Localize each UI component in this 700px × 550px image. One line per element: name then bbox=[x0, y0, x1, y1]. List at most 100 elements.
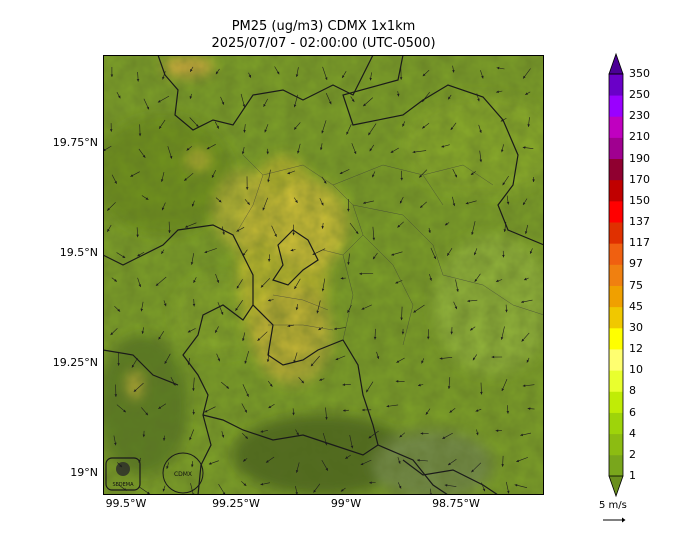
wind-vector-head bbox=[138, 133, 142, 137]
wind-vector-head bbox=[287, 324, 291, 328]
wind-vector-head bbox=[524, 277, 527, 281]
wind-vector-head bbox=[335, 357, 339, 361]
wind-vector-head bbox=[130, 174, 134, 177]
colorbar-tick-label: 210 bbox=[629, 130, 650, 144]
wind-vector-head bbox=[109, 129, 113, 132]
wind-vector-head bbox=[450, 331, 453, 335]
wind-vector-head bbox=[334, 327, 337, 331]
wind-vector-head bbox=[221, 101, 225, 105]
wind-vector-head bbox=[242, 338, 245, 341]
colorbar-tick-label: 45 bbox=[629, 299, 643, 313]
wind-vector-head bbox=[400, 317, 403, 321]
wind-vector-head bbox=[366, 389, 369, 393]
wind-vector-head bbox=[216, 125, 219, 129]
wind-vector-head bbox=[419, 174, 422, 178]
wind-vector-head bbox=[421, 360, 424, 364]
wind-vector-head bbox=[122, 255, 126, 258]
wind-vector-head bbox=[442, 436, 446, 439]
terrain-texture bbox=[103, 55, 544, 495]
wind-vector-head bbox=[524, 231, 528, 234]
wind-vector-head bbox=[444, 484, 448, 487]
wind-vector-head bbox=[472, 357, 476, 361]
wind-vector-head bbox=[342, 75, 345, 78]
wind-scale-arrow bbox=[603, 517, 626, 523]
wind-vector-head bbox=[162, 76, 165, 80]
wind-vector-head bbox=[133, 389, 137, 392]
sedema-logo-text: SEDEMA bbox=[112, 482, 134, 488]
wind-vector-head bbox=[138, 459, 141, 463]
wind-vector-head bbox=[136, 234, 139, 238]
wind-vectors bbox=[103, 65, 535, 495]
wind-vector-head bbox=[391, 253, 394, 256]
wind-vector-head bbox=[295, 470, 299, 473]
wind-vector-head bbox=[266, 359, 270, 362]
wind-vector-head bbox=[369, 77, 372, 81]
wind-vector-head bbox=[400, 200, 403, 204]
wind-vector-head bbox=[236, 285, 240, 289]
wind-vector-head bbox=[140, 308, 144, 312]
wind-vector-head bbox=[397, 224, 401, 228]
wind-vector-head bbox=[399, 434, 403, 438]
wind-vector-head bbox=[496, 279, 499, 282]
wind-vector-head bbox=[496, 90, 499, 93]
map-subtitle: 2025/07/07 - 02:00:00 (UTC-0500) bbox=[211, 36, 436, 51]
wind-vector-head bbox=[163, 303, 167, 307]
wind-vector-head bbox=[350, 445, 354, 449]
wind-vector-head bbox=[506, 201, 510, 205]
wind-vector-head bbox=[164, 361, 168, 364]
wind-vector-head bbox=[372, 237, 376, 241]
wind-vector-head bbox=[243, 129, 246, 133]
wind-vector-head bbox=[373, 336, 377, 340]
wind-vector-head bbox=[363, 103, 366, 107]
wind-vector-head bbox=[316, 310, 319, 314]
wind-vector-head bbox=[417, 459, 420, 462]
wind-vector-head bbox=[360, 462, 364, 466]
wind-vector-head bbox=[107, 229, 110, 232]
wind-vector-head bbox=[502, 182, 506, 186]
wind-vector-head bbox=[420, 205, 423, 208]
wind-vector-head bbox=[427, 336, 430, 340]
wind-vector-head bbox=[162, 488, 166, 492]
wind-vector-head bbox=[412, 150, 416, 154]
wind-vector-head bbox=[396, 360, 400, 363]
wind-vector-head bbox=[191, 203, 195, 207]
wind-vector-head bbox=[274, 234, 277, 237]
wind-vector-head bbox=[320, 147, 323, 151]
wind-vector-head bbox=[190, 262, 194, 265]
wind-vector-head bbox=[479, 130, 482, 133]
wind-vector-head bbox=[351, 99, 355, 102]
wind-vector-head bbox=[301, 380, 304, 384]
wind-vector-head bbox=[452, 203, 456, 206]
wind-vector-head bbox=[117, 308, 121, 312]
wind-vector-head bbox=[448, 462, 451, 466]
wind-vector-head bbox=[215, 71, 219, 75]
wind-vector-head bbox=[390, 150, 394, 153]
wind-vector-head bbox=[441, 145, 445, 148]
wind-vector-head bbox=[467, 299, 470, 303]
sedema-logo: SEDEMA bbox=[105, 457, 141, 491]
colorbar-segment bbox=[609, 454, 623, 477]
colorbar-extend-high bbox=[608, 52, 624, 75]
wind-vector-head bbox=[107, 207, 110, 211]
wind-vector-head bbox=[187, 362, 191, 365]
pm25-map: SEDEMA CDMX bbox=[103, 55, 544, 495]
wind-vector-head bbox=[395, 380, 399, 383]
wind-vector-head bbox=[346, 131, 349, 135]
wind-vector-head bbox=[189, 437, 192, 441]
wind-vector-head bbox=[420, 432, 424, 435]
wind-vector-head bbox=[386, 404, 390, 408]
wind-vector-head bbox=[157, 100, 161, 103]
wind-vector-head bbox=[500, 337, 504, 340]
colorbar-segment bbox=[609, 306, 623, 329]
wind-vector-head bbox=[184, 178, 187, 181]
wind-vector-head bbox=[293, 104, 297, 108]
wind-vector-head bbox=[471, 469, 474, 473]
wind-vector-head bbox=[321, 226, 324, 229]
wind-vector-head bbox=[114, 181, 117, 184]
lat-label-19-75: 19.75°N bbox=[52, 136, 98, 149]
wind-vector-head bbox=[323, 180, 327, 184]
wind-vector-head bbox=[480, 391, 483, 395]
wind-vector-head bbox=[521, 338, 525, 342]
wind-vector-head bbox=[211, 174, 215, 178]
wind-vector-head bbox=[247, 202, 250, 205]
